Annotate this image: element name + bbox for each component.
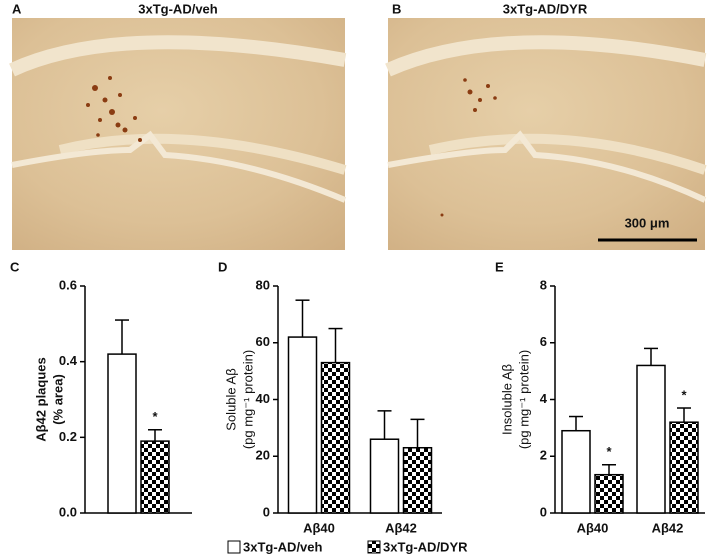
x-tick-label: Aβ40	[577, 520, 609, 535]
x-tick-label: Aβ42	[385, 520, 417, 535]
y-tick-label: 0.0	[59, 504, 77, 519]
image-title: 3xTg-AD/veh	[138, 1, 218, 16]
bar	[140, 440, 170, 514]
legend-label: 3xTg-AD/DYR	[383, 539, 468, 554]
y-tick-label: 0.4	[59, 353, 78, 368]
panel-letter: E	[495, 259, 504, 274]
y-tick-label: 8	[540, 277, 547, 292]
significance-star: *	[606, 444, 612, 459]
bar	[636, 364, 666, 514]
panel-letter: C	[10, 259, 20, 274]
bar	[107, 353, 137, 514]
y-tick-label: 0.2	[59, 429, 77, 444]
panel-letter: D	[218, 259, 227, 274]
y-tick-label: 6	[540, 334, 547, 349]
bar	[287, 336, 318, 514]
y-tick-label: 60	[256, 334, 270, 349]
y-tick-label: 20	[256, 448, 270, 463]
bar	[594, 473, 624, 514]
y-tick-label: 2	[540, 448, 547, 463]
y-axis-label: Soluble Aβ	[223, 368, 238, 430]
y-tick-label: 40	[256, 391, 270, 406]
bar	[369, 438, 400, 514]
panel-letter: B	[392, 1, 401, 16]
bar	[561, 429, 591, 514]
y-tick-label: 0	[263, 504, 270, 519]
image-panel-a	[9, 18, 347, 250]
y-tick-label: 80	[256, 277, 270, 292]
y-tick-label: 0	[540, 504, 547, 519]
bar	[320, 361, 351, 514]
y-tick-label: 0.6	[59, 277, 77, 292]
scale-bar-label: 300 μm	[625, 215, 670, 230]
x-tick-label: Aβ42	[652, 520, 684, 535]
panel-letter: A	[12, 1, 22, 16]
legend-swatch	[367, 540, 381, 554]
image-title: 3xTg-AD/DYR	[503, 1, 588, 16]
significance-star: *	[681, 387, 687, 402]
legend-swatch	[227, 540, 241, 554]
image-panel-b	[385, 18, 707, 250]
y-tick-label: 4	[540, 391, 548, 406]
legend: 3xTg-AD/veh 3xTg-AD/DYR	[227, 539, 468, 554]
y-axis-label: (pg mg⁻¹ protein)	[240, 350, 255, 449]
significance-star: *	[152, 409, 158, 424]
x-tick-label: Aβ40	[303, 520, 335, 535]
legend-label: 3xTg-AD/veh	[243, 539, 323, 554]
y-axis-label: (% area)	[50, 374, 65, 425]
y-axis-label: Insoluble Aβ	[499, 364, 514, 435]
y-axis-label: Aβ42 plaques	[33, 357, 48, 442]
bar	[402, 446, 433, 514]
bar	[669, 421, 699, 514]
y-axis-label: (pg mg⁻¹ protein)	[516, 350, 531, 449]
